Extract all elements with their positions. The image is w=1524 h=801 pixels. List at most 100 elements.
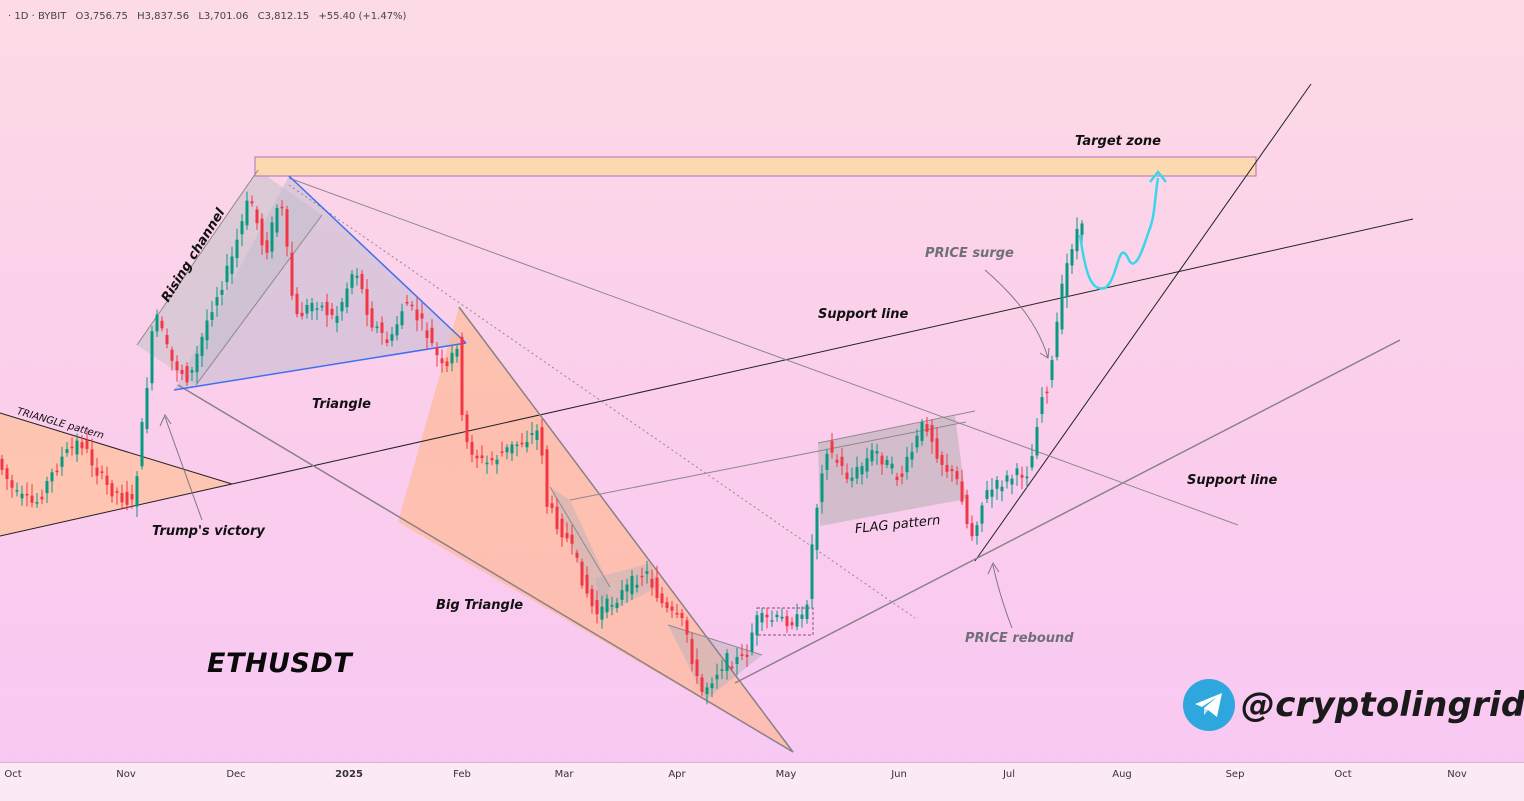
candle-body — [285, 209, 289, 247]
candle-body — [425, 330, 429, 339]
candle-body — [695, 659, 699, 677]
candle-body — [1015, 468, 1019, 476]
candle-body — [875, 451, 879, 454]
change-value: +55.40 (+1.47%) — [318, 11, 407, 22]
candle-body — [130, 494, 134, 500]
candle-body — [80, 442, 84, 449]
candle-body — [785, 616, 789, 627]
candle-body — [680, 612, 684, 619]
candle-body — [125, 491, 129, 505]
candle-body — [880, 455, 884, 465]
candle-body — [1060, 283, 1064, 330]
candle-body — [50, 472, 54, 482]
candle-body — [565, 532, 569, 539]
candle-body — [895, 476, 899, 480]
candle-body — [890, 463, 894, 469]
candle-body — [825, 453, 829, 470]
big-triangle-label: Big Triangle — [436, 598, 524, 613]
candle-body — [915, 435, 919, 448]
candle-body — [985, 490, 989, 499]
candle-body — [270, 222, 274, 252]
candle-body — [420, 313, 424, 319]
candle-body — [735, 656, 739, 665]
candle-body — [685, 620, 689, 635]
consolidation-box — [756, 607, 814, 636]
brand-watermark[interactable]: @cryptolingrid — [1183, 678, 1524, 732]
candle-body — [910, 451, 914, 460]
candle-body — [115, 491, 119, 493]
candle-body — [840, 456, 844, 466]
candle-body — [700, 677, 704, 692]
x-tick-oct-2: Oct — [1334, 769, 1352, 780]
candle-body — [815, 507, 819, 550]
candle-body — [95, 467, 99, 476]
candle-body — [305, 304, 309, 314]
candle-body — [105, 475, 109, 485]
candle-body — [15, 490, 19, 492]
candle-body — [795, 614, 799, 627]
candle-body — [690, 639, 694, 665]
candle-body — [355, 275, 359, 278]
candle-body — [600, 606, 604, 620]
candle-body — [485, 462, 489, 465]
support-line-label-2: Support line — [1187, 473, 1278, 488]
candle-body — [75, 440, 79, 455]
rising-channel-lower — [195, 214, 323, 386]
flag-upper-extension — [817, 410, 976, 444]
triangle-upper-edge — [288, 175, 467, 344]
candle-body — [525, 441, 529, 448]
candle-body — [210, 312, 214, 320]
candle-body — [885, 459, 889, 466]
candle-body — [460, 336, 464, 416]
candle-body — [1000, 486, 1004, 492]
candle-body — [670, 606, 674, 611]
candle-body — [315, 308, 319, 310]
candle-body — [400, 311, 404, 326]
x-tick-feb: Feb — [453, 769, 471, 780]
candle-body — [280, 206, 284, 209]
small-wedge-line — [549, 486, 611, 588]
candle-body — [25, 493, 29, 496]
candle-body — [310, 302, 314, 312]
candle-body — [10, 480, 14, 488]
candle-body — [365, 288, 369, 315]
candle-body — [715, 674, 719, 680]
time-axis[interactable]: Oct Nov Dec 2025 Feb Mar Apr May Jun Jul… — [0, 762, 1524, 801]
small-triangle-upper — [667, 624, 763, 656]
interval-label: · 1D · BYBIT — [8, 11, 67, 22]
candle-body — [950, 469, 954, 472]
candle-body — [925, 424, 929, 432]
candle-body — [385, 339, 389, 343]
candle-body — [230, 256, 234, 274]
candle-body — [265, 240, 269, 253]
candle-body — [805, 604, 809, 620]
candle-body — [515, 444, 519, 447]
candle-body — [965, 494, 969, 525]
candle-body — [300, 312, 304, 317]
candle-body — [650, 578, 654, 588]
x-tick-jul: Jul — [1002, 769, 1016, 780]
candle-body — [180, 370, 184, 374]
x-tick-2025: 2025 — [335, 769, 363, 780]
candle-body — [630, 576, 634, 595]
candle-body — [520, 442, 524, 445]
candle-body — [570, 534, 574, 544]
triangle-pattern-upper — [0, 412, 233, 485]
big-triangle-lower — [177, 384, 794, 753]
projection-path — [1078, 177, 1160, 290]
candle-body — [1075, 228, 1079, 252]
price-surge-arrow — [984, 269, 1050, 359]
candle-body — [200, 336, 204, 356]
candle-body — [935, 438, 939, 459]
candle-body — [995, 479, 999, 489]
candle-body — [710, 683, 714, 689]
candle-body — [405, 302, 409, 304]
candle-body — [440, 358, 444, 364]
candle-body — [605, 598, 609, 613]
candle-body — [775, 614, 779, 618]
candle-body — [190, 370, 194, 373]
candle-body — [45, 481, 49, 494]
candle-body — [1065, 263, 1069, 297]
candle-body — [245, 200, 249, 226]
